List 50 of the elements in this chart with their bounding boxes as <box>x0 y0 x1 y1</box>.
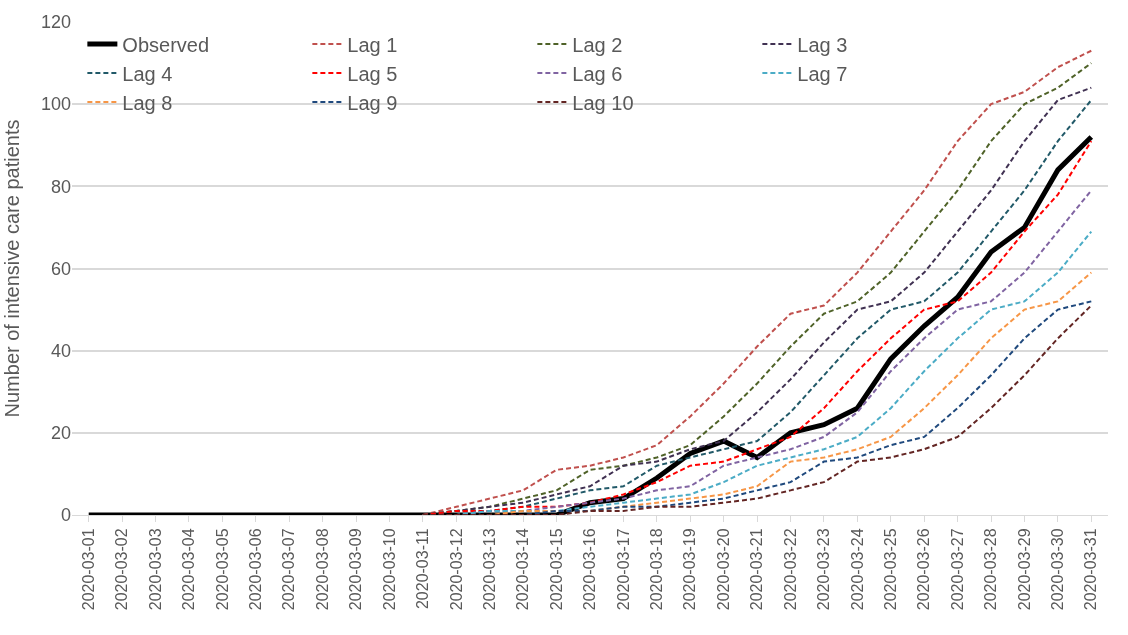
x-tick-label: 2020-03-20 <box>714 528 732 611</box>
y-tick-label: 80 <box>50 176 71 197</box>
x-tick-label: 2020-03-07 <box>280 528 298 611</box>
x-tick-label: 2020-03-26 <box>915 528 933 611</box>
legend-label: Lag 3 <box>797 33 848 56</box>
x-tick-label: 2020-03-06 <box>247 528 265 611</box>
y-tick-label: 120 <box>40 12 71 33</box>
y-tick-label: 40 <box>50 340 71 361</box>
legend-label: Lag 10 <box>572 91 634 114</box>
legend-label: Lag 4 <box>122 62 173 85</box>
x-tick-label: 2020-03-10 <box>380 528 398 611</box>
y-tick-label: 100 <box>40 94 71 115</box>
x-tick-label: 2020-03-17 <box>614 528 632 611</box>
x-tick-label: 2020-03-05 <box>213 528 231 611</box>
x-tick-label: 2020-03-28 <box>982 528 1000 611</box>
x-tick-label: 2020-03-13 <box>480 528 498 611</box>
x-tick-label: 2020-03-29 <box>1015 528 1033 611</box>
x-tick-label: 2020-03-03 <box>146 528 164 611</box>
x-tick-label: 2020-03-22 <box>781 528 799 611</box>
legend-label: Lag 9 <box>347 91 398 114</box>
legend-label: Observed <box>122 33 210 56</box>
legend-label: Lag 1 <box>347 33 398 56</box>
x-tick-label: 2020-03-01 <box>79 528 97 611</box>
y-tick-label: 0 <box>60 505 71 526</box>
x-tick-label: 2020-03-21 <box>748 528 766 611</box>
x-tick-label: 2020-03-09 <box>347 528 365 611</box>
y-tick-label: 60 <box>50 258 71 279</box>
x-tick-label: 2020-03-02 <box>113 528 131 611</box>
x-tick-label: 2020-03-23 <box>815 528 833 611</box>
x-tick-label: 2020-03-04 <box>180 528 198 611</box>
x-tick-label: 2020-03-31 <box>1082 528 1100 611</box>
legend-label: Lag 8 <box>122 91 173 114</box>
legend-label: Lag 2 <box>572 33 623 56</box>
x-tick-label: 2020-03-08 <box>313 528 331 611</box>
y-tick-label: 20 <box>50 423 71 444</box>
x-tick-label: 2020-03-30 <box>1049 528 1067 611</box>
x-tick-label: 2020-03-12 <box>447 528 465 611</box>
x-tick-label: 2020-03-14 <box>514 528 532 611</box>
x-tick-label: 2020-03-25 <box>881 528 899 611</box>
legend-label: Lag 5 <box>347 62 398 85</box>
y-axis-title: Number of intensive care patients <box>1 119 24 418</box>
legend-label: Lag 7 <box>797 62 848 85</box>
x-tick-label: 2020-03-11 <box>414 528 432 610</box>
x-tick-label: 2020-03-15 <box>547 528 565 611</box>
x-tick-label: 2020-03-16 <box>581 528 599 611</box>
x-tick-label: 2020-03-27 <box>948 528 966 611</box>
x-tick-label: 2020-03-18 <box>648 528 666 611</box>
x-tick-label: 2020-03-24 <box>848 528 866 611</box>
legend-label: Lag 6 <box>572 62 623 85</box>
x-tick-label: 2020-03-19 <box>681 528 699 611</box>
